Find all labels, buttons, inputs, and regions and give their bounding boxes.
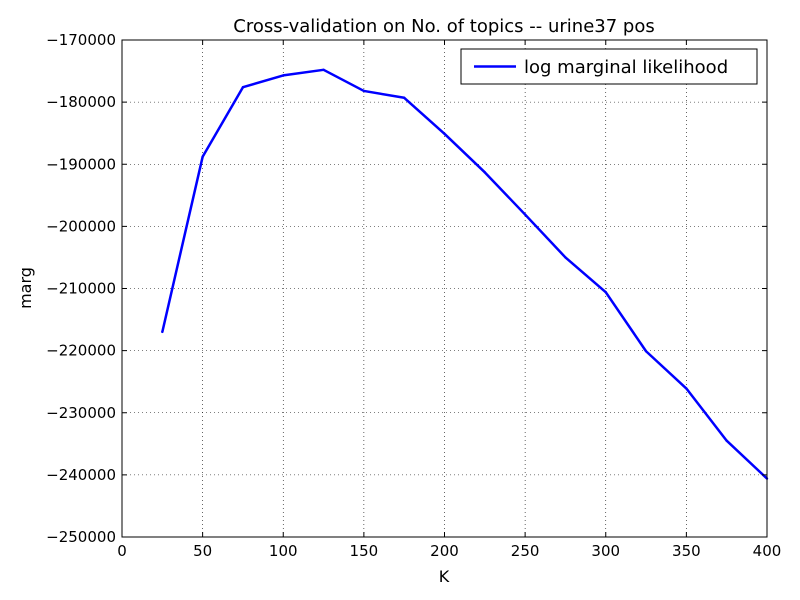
y-tick-label: −210000 <box>46 280 116 298</box>
data-point <box>725 439 728 442</box>
data-point <box>685 387 688 390</box>
x-axis-label: K <box>439 567 450 586</box>
x-tick-label: 250 <box>511 542 540 560</box>
data-point <box>483 171 487 174</box>
axis-ticks <box>121 39 768 538</box>
y-tick-label: −240000 <box>46 466 116 484</box>
x-tick-label: 400 <box>753 542 782 560</box>
data-point <box>201 155 204 158</box>
x-tick-label: 0 <box>117 542 127 560</box>
data-point <box>241 86 245 89</box>
grid-lines <box>122 40 767 537</box>
data-point <box>362 89 366 93</box>
y-tick-labels: −170000 −180000 −190000 −200000 −210000 −2200… <box>46 31 116 546</box>
data-point <box>443 132 446 136</box>
data-point <box>644 350 648 353</box>
data-point <box>523 213 527 216</box>
y-tick-label: −200000 <box>46 217 116 235</box>
x-tick-label: 300 <box>591 542 620 560</box>
y-tick-label: −250000 <box>46 528 116 546</box>
x-tick-label: 350 <box>672 542 701 560</box>
data-point <box>604 291 607 294</box>
y-tick-label: −170000 <box>46 31 116 49</box>
legend-label: log marginal likelihood <box>524 57 728 78</box>
x-tick-label: 150 <box>350 542 379 560</box>
series-line <box>161 68 768 480</box>
x-tick-label: 100 <box>269 542 298 560</box>
data-point <box>161 330 164 334</box>
data-point <box>282 74 285 77</box>
y-axis-label: marg <box>16 267 35 309</box>
y-tick-label: −190000 <box>46 155 116 173</box>
chart-title: Cross-validation on No. of topics -- uri… <box>233 16 654 37</box>
data-point <box>322 68 325 72</box>
y-tick-label: −230000 <box>46 404 116 422</box>
data-point <box>564 256 567 259</box>
x-tick-labels: 0 50 100 150 200 250 300 350 400 <box>117 542 781 560</box>
legend: log marginal likelihood <box>460 48 758 85</box>
y-tick-label: −220000 <box>46 342 116 360</box>
series-layer <box>161 68 769 480</box>
y-tick-label: −180000 <box>46 93 116 111</box>
x-tick-label: 200 <box>430 542 459 560</box>
data-point <box>402 96 406 99</box>
x-tick-label: 50 <box>193 542 212 560</box>
